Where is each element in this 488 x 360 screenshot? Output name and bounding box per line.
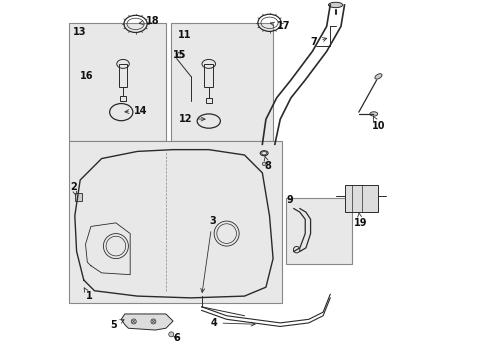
Text: 14: 14 (125, 106, 147, 116)
Ellipse shape (369, 112, 377, 116)
FancyBboxPatch shape (69, 141, 282, 303)
Text: 11: 11 (178, 30, 191, 40)
Bar (205, 98, 212, 103)
Text: 6: 6 (173, 333, 180, 343)
Bar (75, 193, 82, 202)
Bar (203, 64, 213, 87)
Text: 8: 8 (264, 156, 271, 171)
FancyBboxPatch shape (285, 198, 351, 264)
Text: 4: 4 (210, 318, 255, 328)
Text: 18: 18 (139, 16, 160, 26)
Text: 1: 1 (84, 288, 92, 301)
Circle shape (131, 319, 136, 324)
Text: 13: 13 (73, 27, 86, 37)
Text: 16: 16 (80, 71, 93, 81)
Ellipse shape (328, 2, 342, 8)
Text: 3: 3 (201, 216, 215, 292)
Bar (119, 64, 127, 87)
Text: 12: 12 (179, 113, 204, 123)
Circle shape (168, 332, 173, 337)
Text: 7: 7 (310, 37, 326, 48)
Text: 17: 17 (270, 21, 289, 31)
FancyBboxPatch shape (171, 23, 272, 141)
Text: 15: 15 (173, 50, 186, 60)
Bar (344, 185, 378, 212)
FancyBboxPatch shape (69, 23, 165, 141)
Polygon shape (121, 314, 173, 330)
Ellipse shape (374, 74, 381, 79)
Ellipse shape (262, 162, 265, 166)
Text: 2: 2 (70, 182, 77, 195)
Text: 19: 19 (353, 212, 366, 228)
Text: 9: 9 (285, 195, 292, 204)
Bar (120, 96, 125, 102)
Text: 10: 10 (371, 116, 385, 131)
Text: 5: 5 (110, 320, 124, 330)
Circle shape (151, 319, 156, 324)
